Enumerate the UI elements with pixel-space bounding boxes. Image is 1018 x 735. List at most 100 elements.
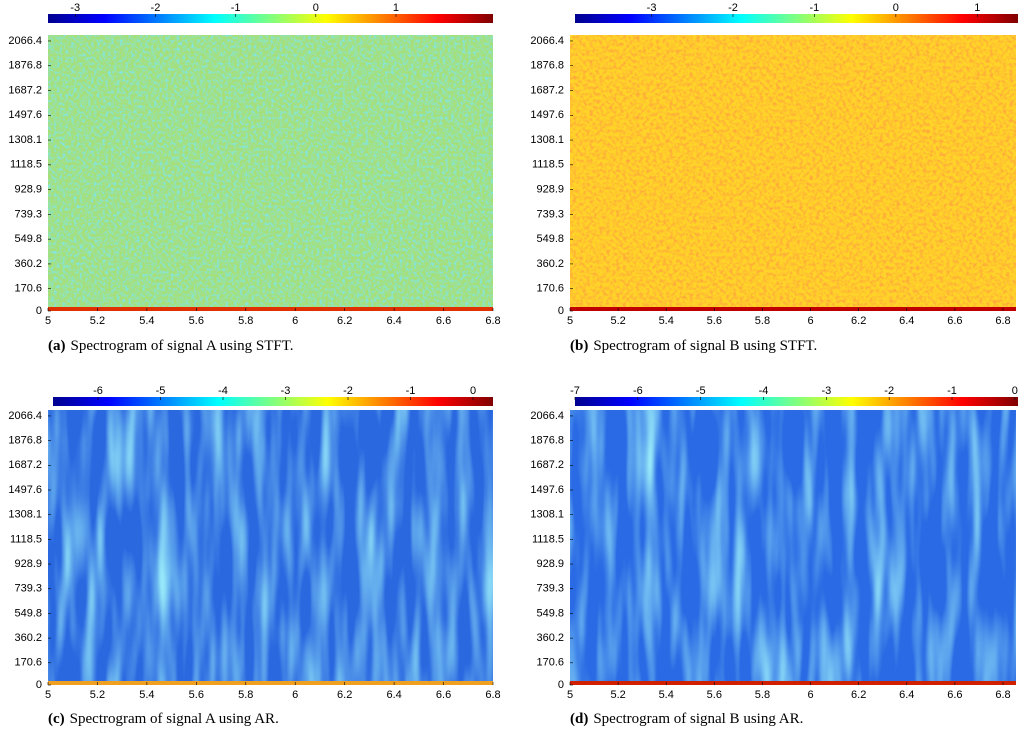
x-tick-label: 5.8 bbox=[755, 689, 770, 701]
y-tick-label: 0 bbox=[36, 679, 42, 691]
caption: (a) Spectrogram of signal A using STFT. bbox=[48, 338, 294, 354]
colorbar-tick-label: -1 bbox=[947, 385, 957, 397]
colorbar-tick-label: -4 bbox=[218, 385, 228, 397]
caption-label: (c) bbox=[48, 711, 65, 727]
x-tick-label: 5.4 bbox=[139, 689, 154, 701]
colorbar-tick-label: -2 bbox=[728, 2, 738, 14]
y-tick-label: 360.2 bbox=[536, 632, 564, 644]
caption-label: (a) bbox=[48, 338, 66, 354]
heatmap-floor bbox=[48, 681, 493, 685]
y-tick-label: 1687.2 bbox=[8, 459, 42, 471]
y-tick-label: 1687.2 bbox=[8, 84, 42, 96]
x-tick-label: 5.6 bbox=[707, 689, 722, 701]
x-tick-label: 6.8 bbox=[995, 315, 1010, 327]
y-tick-label: 1687.2 bbox=[530, 459, 564, 471]
colorbar-tick-label: -4 bbox=[759, 385, 769, 397]
heatmap-texture bbox=[48, 35, 493, 311]
x-tick-label: 6 bbox=[807, 315, 813, 327]
colorbar-tick-label: 0 bbox=[470, 385, 476, 397]
y-tick-label: 1118.5 bbox=[532, 159, 564, 171]
y-tick-label: 2066.4 bbox=[8, 410, 42, 422]
y-tick-label: 170.6 bbox=[14, 283, 42, 295]
y-tick-label: 1308.1 bbox=[8, 509, 42, 521]
colorbar-tick-label: -3 bbox=[647, 2, 657, 14]
caption-text: Spectrogram of signal B using STFT. bbox=[593, 338, 817, 354]
colorbar-tick-label: 1 bbox=[393, 2, 399, 14]
colorbar-tick-label: -3 bbox=[821, 385, 831, 397]
x-tick-label: 6.6 bbox=[947, 315, 962, 327]
y-tick-label: 1876.8 bbox=[8, 60, 42, 72]
heatmap-texture bbox=[570, 410, 1016, 685]
colorbar-tick-label: -3 bbox=[281, 385, 291, 397]
y-tick-label: 0 bbox=[558, 305, 564, 317]
x-tick-label: 5.4 bbox=[139, 315, 154, 327]
y-tick-label: 2066.4 bbox=[530, 410, 564, 422]
y-tick-label: 549.8 bbox=[14, 233, 42, 245]
x-tick-label: 6 bbox=[292, 315, 298, 327]
x-tick-label: 5 bbox=[567, 315, 573, 327]
x-tick-label: 5.2 bbox=[90, 315, 105, 327]
y-tick-label: 1118.5 bbox=[10, 159, 42, 171]
y-tick-label: 1118.5 bbox=[532, 533, 564, 545]
colorbar-tick-label: -7 bbox=[570, 385, 580, 397]
x-tick-label: 5 bbox=[45, 689, 51, 701]
x-tick-label: 6.4 bbox=[386, 689, 401, 701]
caption-label: (d) bbox=[570, 711, 588, 727]
y-tick-label: 1497.6 bbox=[8, 109, 42, 121]
y-tick-label: 739.3 bbox=[536, 208, 564, 220]
colorbar-tick-label: -5 bbox=[156, 385, 166, 397]
y-tick-label: 739.3 bbox=[14, 208, 42, 220]
colorbar-tick-label: -5 bbox=[696, 385, 706, 397]
colorbar-tick-label: -3 bbox=[70, 2, 80, 14]
y-tick-label: 2066.4 bbox=[8, 35, 42, 47]
x-tick-label: 6 bbox=[292, 689, 298, 701]
x-tick-label: 5.4 bbox=[659, 315, 674, 327]
y-tick-label: 549.8 bbox=[536, 233, 564, 245]
y-tick-label: 170.6 bbox=[536, 283, 564, 295]
colorbar-tick-label: 1 bbox=[974, 2, 980, 14]
colorbar-tick-label: -6 bbox=[93, 385, 103, 397]
caption-text: Spectrogram of signal B using AR. bbox=[593, 711, 803, 727]
colorbar-tick-label: 0 bbox=[1012, 385, 1018, 397]
x-tick-label: 6.8 bbox=[995, 689, 1010, 701]
x-tick-label: 5 bbox=[45, 315, 51, 327]
y-tick-label: 1118.5 bbox=[10, 533, 42, 545]
x-tick-label: 6.6 bbox=[947, 689, 962, 701]
y-tick-label: 928.9 bbox=[536, 184, 564, 196]
colorbar bbox=[575, 14, 1018, 23]
y-tick-label: 549.8 bbox=[536, 607, 564, 619]
heatmap-texture bbox=[570, 35, 1016, 311]
y-tick-label: 928.9 bbox=[536, 558, 564, 570]
y-tick-label: 1497.6 bbox=[530, 109, 564, 121]
heatmap-texture bbox=[48, 410, 493, 685]
y-tick-label: 928.9 bbox=[14, 558, 42, 570]
y-tick-label: 360.2 bbox=[14, 632, 42, 644]
colorbar bbox=[48, 14, 493, 23]
y-tick-label: 739.3 bbox=[536, 583, 564, 595]
x-tick-label: 5.8 bbox=[238, 315, 253, 327]
y-tick-label: 2066.4 bbox=[530, 35, 564, 47]
colorbar-tick-label: -1 bbox=[810, 2, 820, 14]
y-tick-label: 0 bbox=[36, 305, 42, 317]
y-tick-label: 170.6 bbox=[14, 657, 42, 669]
colorbar-tick-label: -2 bbox=[151, 2, 161, 14]
x-tick-label: 6.2 bbox=[851, 315, 866, 327]
x-tick-label: 5.8 bbox=[238, 689, 253, 701]
x-tick-label: 5.2 bbox=[610, 689, 625, 701]
heatmap-floor bbox=[570, 681, 1016, 685]
y-tick-label: 1876.8 bbox=[530, 435, 564, 447]
x-tick-label: 5.6 bbox=[189, 689, 204, 701]
y-tick-label: 928.9 bbox=[14, 184, 42, 196]
x-tick-label: 5 bbox=[567, 689, 573, 701]
y-tick-label: 1497.6 bbox=[8, 484, 42, 496]
x-tick-label: 6.6 bbox=[436, 689, 451, 701]
x-tick-label: 6.2 bbox=[851, 689, 866, 701]
y-tick-label: 549.8 bbox=[14, 607, 42, 619]
colorbar-tick-label: -2 bbox=[343, 385, 353, 397]
y-tick-label: 170.6 bbox=[536, 657, 564, 669]
colorbar-tick-label: -1 bbox=[231, 2, 241, 14]
x-tick-label: 5.2 bbox=[610, 315, 625, 327]
x-tick-label: 6.4 bbox=[899, 689, 914, 701]
x-tick-label: 6.4 bbox=[899, 315, 914, 327]
